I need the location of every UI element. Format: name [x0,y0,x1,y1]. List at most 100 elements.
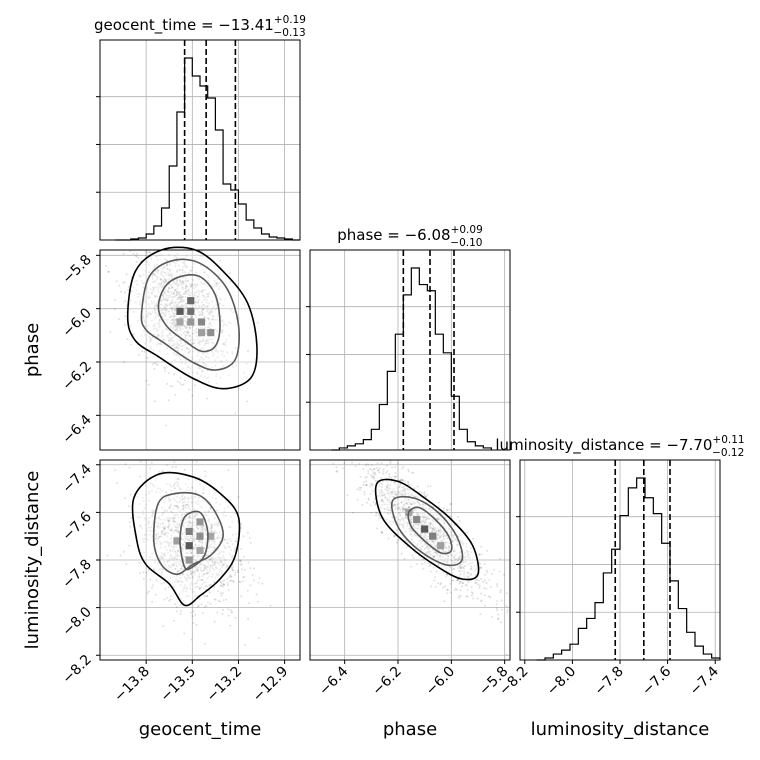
sample-point [208,311,210,314]
sample-point [186,285,189,288]
sample-point [164,308,167,310]
sample-point [151,512,154,515]
sample-point [197,555,200,558]
sample-point [229,538,232,540]
sample-point [176,380,179,383]
sample-point [209,527,211,530]
sample-point [179,280,182,283]
sample-point [225,324,228,326]
sample-point [156,269,159,272]
sample-point [155,535,158,538]
sample-point [199,313,202,316]
sample-point [210,310,213,313]
sample-point [177,516,180,519]
sample-point [185,285,188,288]
sample-point [167,290,170,292]
sample-point [162,330,164,332]
sample-point [191,283,194,286]
sample-point [222,544,225,547]
sample-point [239,559,242,562]
sample-point [432,566,435,569]
sample-point [163,289,166,292]
sample-point [197,367,200,370]
density-cell-5 [187,318,195,326]
sample-point [175,293,178,296]
sample-point [228,374,230,377]
sample-point [147,297,150,299]
sample-point [219,568,222,571]
sample-point [202,499,205,502]
density-cell-1 [185,527,193,535]
sample-point [456,516,459,518]
sample-point [202,361,205,364]
sample-point [171,556,173,559]
sample-point [186,587,189,590]
sample-point [377,513,380,516]
sample-point [192,342,195,345]
sample-point [219,561,222,564]
sample-point [177,296,180,299]
sample-point [205,533,208,536]
sample-point [179,612,182,615]
sample-point [365,463,368,466]
sample-point [169,503,172,506]
sample-point [164,533,167,536]
sample-point [188,522,191,525]
density-cell-7 [176,318,184,326]
sample-point [401,479,404,482]
sample-point [210,523,213,526]
sample-point [158,334,161,337]
sample-point [199,339,201,342]
sample-point [191,394,194,397]
sample-point [178,316,181,319]
sample-point [356,488,359,491]
sample-point [166,268,169,270]
sample-point [209,506,212,509]
sample-point [153,309,156,312]
sample-point [178,522,181,525]
sample-point [396,462,399,465]
sample-point [197,566,199,569]
sample-point [168,507,170,510]
sample-point [199,255,202,258]
xaxis-label-phase: phase [383,719,437,740]
sample-point [181,497,184,500]
sample-point [179,327,182,330]
sample-point [202,358,205,361]
sample-point [169,306,172,309]
sample-point [162,292,165,294]
sample-point [231,554,234,557]
sample-point [180,296,183,299]
sample-point [193,287,196,290]
sample-point [241,580,244,583]
sample-point [181,502,184,505]
sample-point [167,520,170,522]
sample-point [158,326,160,329]
sample-point [166,318,169,321]
sample-point [106,554,109,557]
sample-point [177,507,180,510]
sample-point [190,572,193,575]
sample-point [173,359,176,361]
sample-point [442,507,445,510]
sample-point [186,315,189,318]
sample-point [125,273,128,276]
sample-point [160,271,163,274]
sample-point [178,268,181,271]
sample-point [242,555,245,558]
sample-point [170,338,173,341]
sample-point [226,584,229,587]
sample-point [161,526,164,529]
sample-point [176,531,179,534]
sample-point [480,599,483,602]
sample-point [231,564,234,567]
sample-point [223,583,226,586]
sample-point [209,551,212,554]
sample-point [199,567,202,570]
sample-point [181,544,184,547]
sample-point [179,294,182,297]
sample-point [184,504,187,507]
sample-point [411,471,413,474]
sample-point [159,343,162,346]
sample-point [203,296,206,299]
